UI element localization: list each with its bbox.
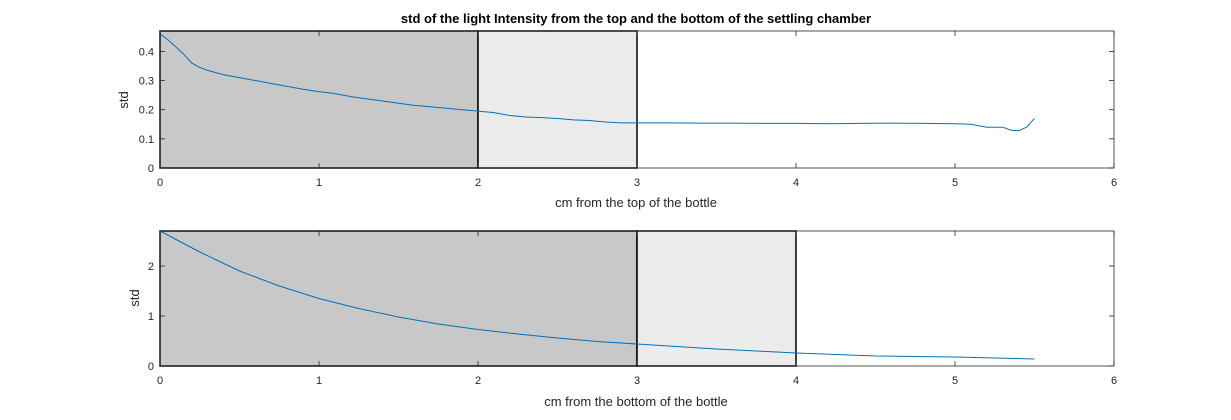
xtick-label-top: 0 (157, 177, 163, 189)
ytick-label-bottom: 0 (148, 361, 154, 373)
xtick-label-top: 2 (475, 177, 481, 189)
xtick-label-top: 5 (952, 177, 958, 189)
xtick-label-top: 1 (316, 177, 322, 189)
xtick-label-bottom: 4 (793, 375, 799, 387)
xtick-label-top: 3 (634, 177, 640, 189)
ytick-label-top: 0.3 (139, 76, 154, 88)
shaded-band-top-0 (159, 30, 479, 169)
ytick-label-top: 0.1 (139, 134, 154, 146)
ylabel-bottom: std (127, 289, 142, 306)
series-line-top-0 (159, 33, 1035, 132)
xtick-label-bottom: 3 (634, 375, 640, 387)
xlabel-top: cm from the top of the bottle (555, 195, 717, 210)
ytick-label-top: 0.4 (139, 46, 154, 58)
xtick-label-top: 4 (793, 177, 799, 189)
ytick-label-bottom: 2 (148, 261, 154, 273)
xlabel-bottom: cm from the bottom of the bottle (544, 394, 728, 409)
subplot-bottom: 0 1 2 3 4 5 6 0 1 2 (148, 230, 1117, 387)
ylabel-top: std (116, 91, 131, 108)
subplot-top: 0 1 2 3 4 5 6 0 0.1 0.2 0.3 0.4 (139, 30, 1117, 189)
shaded-band-top-1 (477, 30, 638, 169)
xtick-label-top: 6 (1111, 177, 1117, 189)
xtick-label-bottom: 6 (1111, 375, 1117, 387)
chart-title: std of the light Intensity from the top … (401, 11, 871, 26)
xtick-label-bottom: 5 (952, 375, 958, 387)
xtick-label-bottom: 1 (316, 375, 322, 387)
ytick-label-top: 0.2 (139, 105, 154, 117)
xtick-label-bottom: 2 (475, 375, 481, 387)
ytick-label-bottom: 1 (148, 311, 154, 323)
series-line-bottom-0 (159, 230, 1035, 360)
shaded-band-bottom-0 (159, 230, 638, 367)
ytick-label-top: 0 (148, 163, 154, 175)
xtick-label-bottom: 0 (157, 375, 163, 387)
